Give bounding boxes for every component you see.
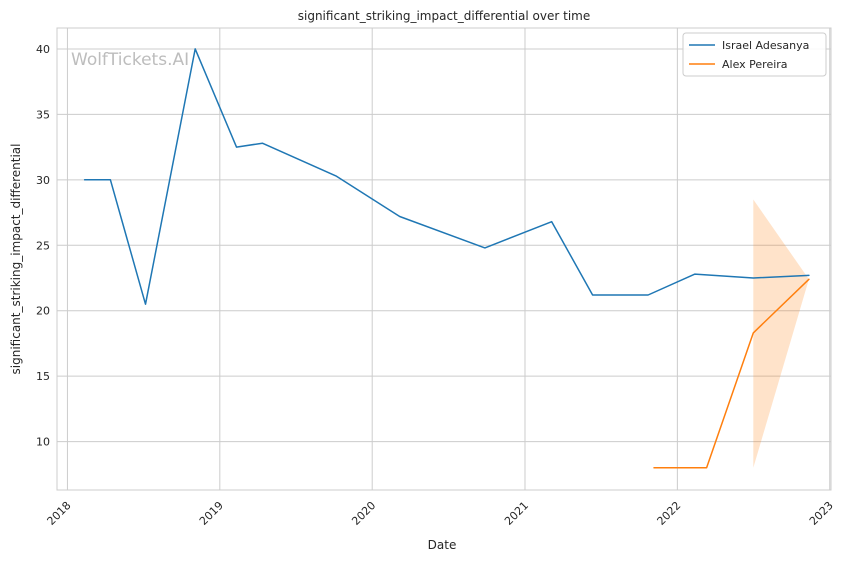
- grid: [57, 28, 831, 490]
- y-tick-label: 35: [36, 108, 50, 121]
- series-line-israel-adesanya: [83, 48, 810, 305]
- plot-frame: [56, 27, 832, 491]
- y-tick-label: 30: [36, 174, 50, 187]
- y-tick-label: 40: [36, 43, 50, 56]
- series-lines: [83, 48, 810, 469]
- chart-title: significant_striking_impact_differential…: [298, 9, 590, 23]
- y-axis-title: significant_striking_impact_differential: [9, 144, 23, 375]
- y-tick-label: 25: [36, 239, 50, 252]
- legend-label-alex-pereira: Alex Pereira: [722, 58, 788, 71]
- legend-box: [682, 32, 827, 77]
- y-tick-label: 10: [36, 436, 50, 449]
- x-axis-title: Date: [428, 538, 457, 552]
- series-line-alex-pereira: [653, 278, 810, 469]
- y-tick-label: 20: [36, 305, 50, 318]
- legend: Israel Adesanya Alex Pereira: [682, 32, 827, 77]
- watermark: WolfTickets.AI: [71, 50, 189, 70]
- confidence-band-alex-pereira: [753, 199, 809, 468]
- y-tick-label: 15: [36, 370, 50, 383]
- confidence-bands: [753, 199, 809, 468]
- legend-label-israel-adesanya: Israel Adesanya: [722, 39, 809, 52]
